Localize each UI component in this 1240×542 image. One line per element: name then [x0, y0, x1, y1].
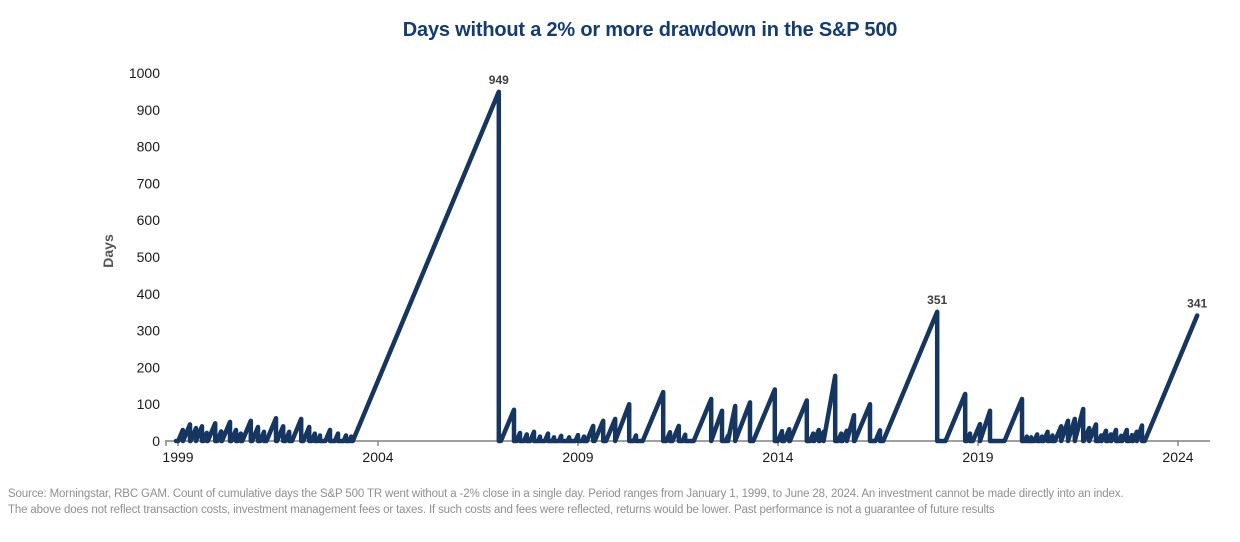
- x-axis-label-2024: 2024: [1162, 449, 1193, 465]
- x-axis-label-2009: 2009: [562, 449, 593, 465]
- y-axis-label-0: 0: [152, 433, 160, 449]
- x-axis-label-2004: 2004: [362, 449, 393, 465]
- peak-label-351: 351: [927, 293, 947, 307]
- y-axis-label-600: 600: [137, 212, 161, 228]
- y-axis-label-400: 400: [137, 286, 161, 302]
- x-axis-label-2019: 2019: [962, 449, 993, 465]
- y-axis-label-200: 200: [137, 359, 161, 375]
- chart-title: Days without a 2% or more drawdown in th…: [402, 19, 898, 41]
- streak-line-chart: 1999 2004 2009 2014 2019 2024 0 100 200 300 400 500…: [129, 65, 1210, 465]
- y-axis-label-900: 900: [137, 102, 161, 118]
- x-axis-label-1999: 1999: [162, 449, 193, 465]
- y-axis-label-300: 300: [137, 323, 161, 339]
- y-axis-label-800: 800: [137, 139, 161, 155]
- peak-label-949: 949: [489, 73, 509, 87]
- y-axis-title: Days: [100, 234, 116, 268]
- peak-label-341: 341: [1187, 297, 1207, 311]
- y-axis-label-100: 100: [137, 396, 161, 412]
- source-footnote: Source: Morningstar, RBC GAM. Count of c…: [8, 486, 1236, 519]
- source-footnote-line2: The above does not reflect transaction c…: [8, 504, 995, 517]
- y-axis-label-700: 700: [137, 175, 161, 191]
- x-axis-label-2014: 2014: [762, 449, 793, 465]
- streak-series-line: [173, 89, 1200, 444]
- y-axis-label-500: 500: [137, 249, 161, 265]
- y-axis-label-1000: 1000: [129, 65, 160, 81]
- source-footnote-line1: Source: Morningstar, RBC GAM. Count of c…: [8, 488, 1124, 500]
